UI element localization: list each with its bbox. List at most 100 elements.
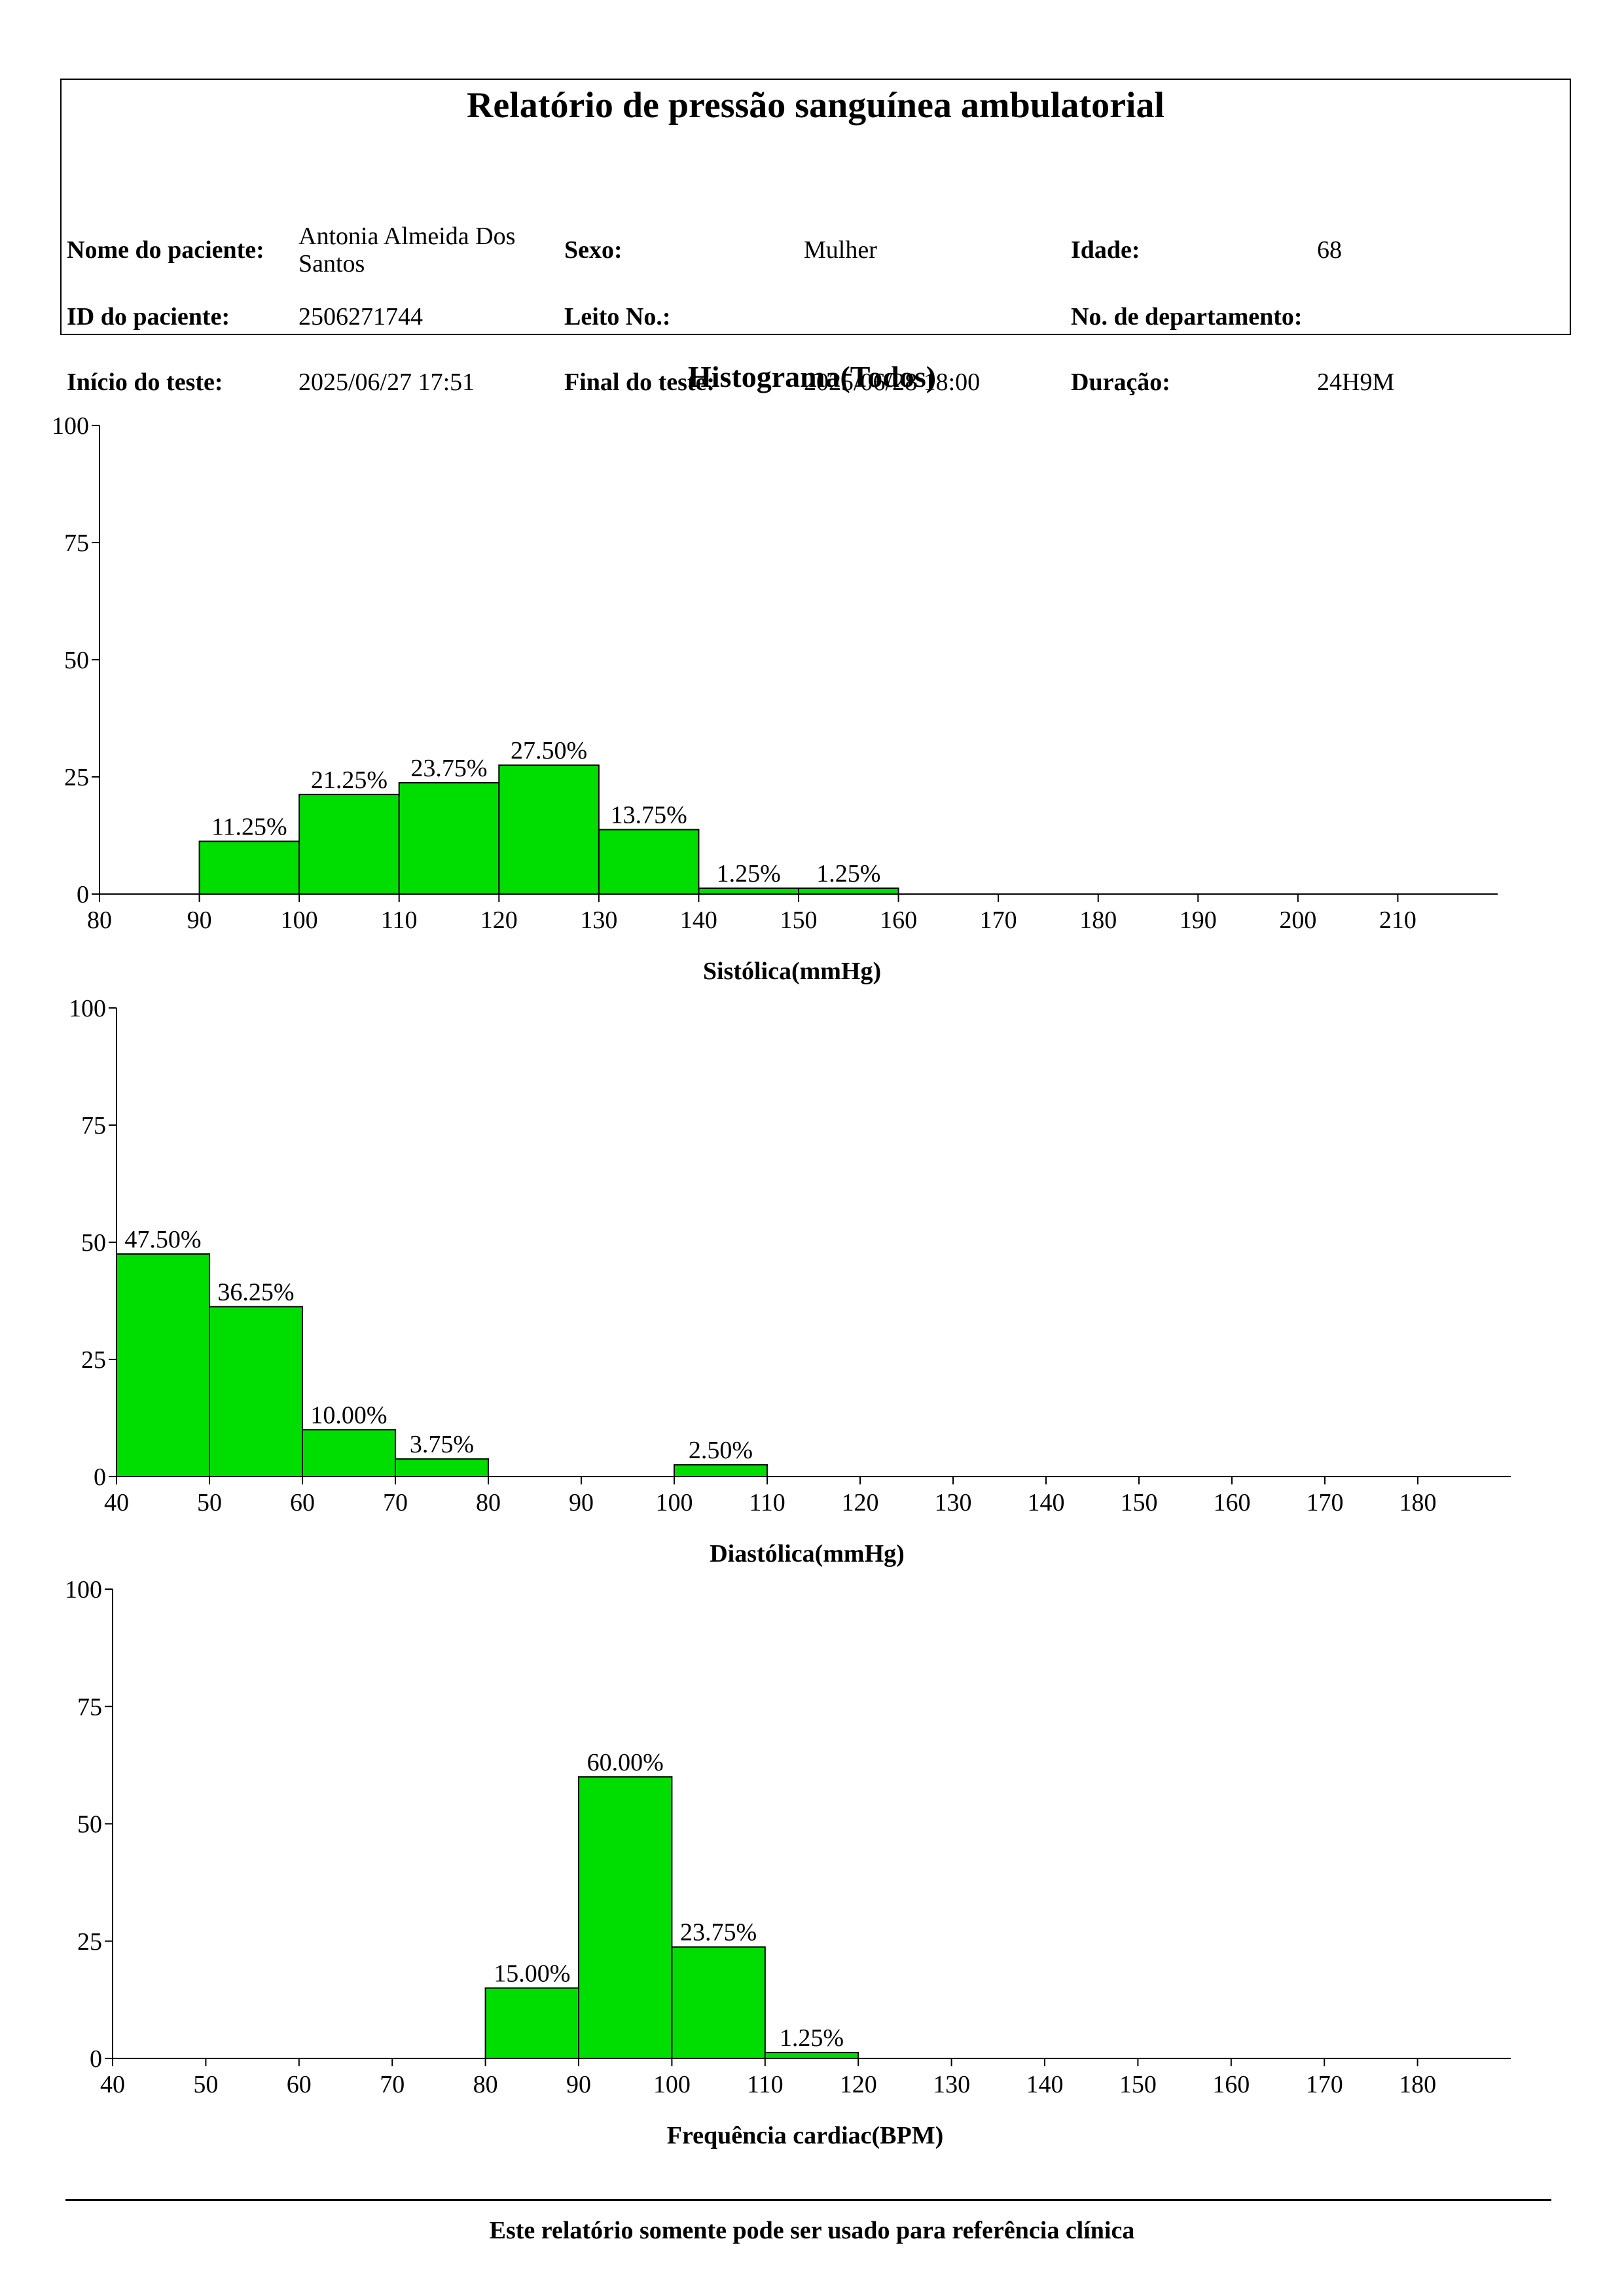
x-tick-label: 110: [381, 906, 418, 934]
bar-value-label: 1.25%: [717, 860, 781, 888]
x-tick-label: 150: [1119, 2071, 1157, 2098]
histogram-bar-110-120: [764, 2052, 859, 2060]
histogram-bar-40-50: [116, 1253, 210, 1478]
y-tick-label: 100: [52, 412, 89, 440]
x-tick-label: 150: [1121, 1489, 1158, 1516]
histogram-bar-100-110: [298, 793, 400, 895]
x-tick-label: 100: [281, 906, 318, 934]
patient-name-value: Antonia Almeida Dos Santos: [298, 223, 516, 278]
x-tick-label: 180: [1399, 1489, 1437, 1516]
x-tick-label: 200: [1279, 906, 1316, 934]
duration-label: Duração:: [1071, 368, 1170, 396]
histogram-bar-130-140: [598, 829, 700, 895]
x-tick-label: 80: [476, 1489, 501, 1516]
x-tick-label: 170: [1307, 1489, 1344, 1516]
x-tick-label: 50: [193, 2071, 218, 2098]
x-tick-label: 80: [87, 906, 112, 934]
y-tick-label: 100: [65, 1576, 102, 1604]
y-tick-label: 25: [81, 1346, 106, 1374]
age-value: 68: [1317, 236, 1342, 264]
x-tick-label: 90: [187, 906, 212, 934]
bar-value-label: 23.75%: [680, 1919, 757, 1946]
x-tick-label: 110: [747, 2071, 784, 2098]
x-tick-label: 140: [1026, 2071, 1064, 2098]
x-axis-label: Frequência cardiac(BPM): [667, 2122, 943, 2149]
diastolic-histogram: 47.50% 36.25% 10.00% 3.75% 2.50% 0 25 50 75 100 40…: [69, 995, 1511, 1568]
bed-label: Leito No.:: [564, 303, 671, 331]
x-tick-label: 180: [1079, 906, 1117, 934]
systolic-histogram: 11.25% 21.25% 23.75% 27.50% 13.75% 1.25% 1.25%…: [52, 412, 1498, 985]
histogram-bar-100-110: [674, 1464, 768, 1478]
x-tick-label: 100: [653, 2071, 691, 2098]
histogram-bar-140-150: [698, 888, 800, 895]
duration-value: 24H9M: [1317, 368, 1395, 396]
patient-name-label: Nome do paciente:: [67, 236, 264, 264]
x-tick-label: 50: [197, 1489, 222, 1516]
histogram-bar-70-80: [395, 1458, 489, 1477]
histogram-bar-120-130: [498, 764, 600, 895]
histogram-bar-80-90: [484, 1987, 579, 2059]
bar-value-label: 21.25%: [311, 766, 388, 794]
sex-label: Sexo:: [564, 236, 623, 264]
y-tick-label: 0: [90, 2045, 102, 2073]
age-label: Idade:: [1071, 236, 1140, 264]
histogram-bar-50-60: [209, 1306, 303, 1477]
bar-value-label: 47.50%: [124, 1226, 201, 1253]
x-tick-label: 130: [933, 2071, 970, 2098]
x-tick-label: 190: [1180, 906, 1217, 934]
bar-value-label: 1.25%: [780, 2024, 844, 2052]
x-tick-label: 70: [383, 1489, 408, 1516]
y-tick-label: 25: [64, 764, 89, 791]
x-tick-label: 120: [842, 1489, 879, 1516]
x-tick-label: 120: [840, 2071, 877, 2098]
histogram-bar-110-120: [398, 781, 500, 895]
test-start-label: Início do teste:: [67, 368, 223, 396]
y-tick-label: 100: [69, 995, 106, 1022]
x-tick-label: 170: [1306, 2071, 1343, 2098]
patient-id-value: 2506271744: [298, 303, 423, 331]
x-tick-label: 150: [780, 906, 818, 934]
x-tick-label: 60: [287, 2071, 312, 2098]
heart-rate-histogram: 15.00% 60.00% 23.75% 1.25% 0 25 50 75 100 40 50 60 7…: [65, 1576, 1511, 2149]
histogram-bar-100-110: [671, 1946, 766, 2059]
x-tick-label: 180: [1399, 2071, 1436, 2098]
test-start-value: 2025/06/27 17:51: [298, 368, 475, 396]
x-tick-label: 40: [104, 1489, 129, 1516]
y-tick-label: 75: [77, 1693, 102, 1721]
x-tick-label: 130: [580, 906, 617, 934]
x-tick-label: 170: [980, 906, 1017, 934]
x-axis-label: Diastólica(mmHg): [710, 1540, 905, 1568]
x-tick-label: 100: [656, 1489, 693, 1516]
y-tick-label: 0: [77, 881, 89, 908]
bar-value-label: 3.75%: [410, 1431, 474, 1458]
y-tick-label: 25: [77, 1928, 102, 1956]
histogram-bar-60-70: [302, 1429, 396, 1477]
bar-value-label: 2.50%: [689, 1437, 753, 1464]
test-end-value: 2025/06/28 18:00: [804, 368, 981, 396]
report-title: Relatório de pressão sanguínea ambulator…: [466, 85, 1165, 126]
report-header: Relatório de pressão sanguínea ambulator…: [60, 79, 1571, 396]
y-tick-label: 50: [81, 1229, 106, 1257]
x-tick-label: 90: [569, 1489, 594, 1516]
patient-id-label: ID do paciente:: [67, 303, 230, 331]
footer-divider: [65, 2199, 1551, 2201]
y-tick-label: 50: [64, 647, 89, 674]
x-tick-label: 160: [880, 906, 917, 934]
x-tick-label: 120: [480, 906, 518, 934]
bar-value-label: 60.00%: [587, 1749, 664, 1776]
x-tick-label: 80: [473, 2071, 498, 2098]
bar-value-label: 11.25%: [211, 813, 287, 840]
x-tick-label: 90: [566, 2071, 591, 2098]
bar-value-label: 1.25%: [816, 860, 880, 888]
x-axis-label: Sistólica(mmHg): [703, 958, 881, 985]
bar-value-label: 13.75%: [611, 802, 687, 829]
bar-value-label: 15.00%: [494, 1960, 570, 1987]
x-tick-label: 130: [935, 1489, 972, 1516]
bar-value-label: 10.00%: [310, 1401, 387, 1429]
x-tick-label: 210: [1379, 906, 1416, 934]
bar-value-label: 27.50%: [511, 737, 587, 764]
footer-note: Este relatório somente pode ser usado pa…: [489, 2217, 1135, 2244]
x-tick-label: 110: [749, 1489, 785, 1516]
y-tick-label: 0: [94, 1463, 106, 1491]
bar-value-label: 23.75%: [410, 755, 487, 782]
